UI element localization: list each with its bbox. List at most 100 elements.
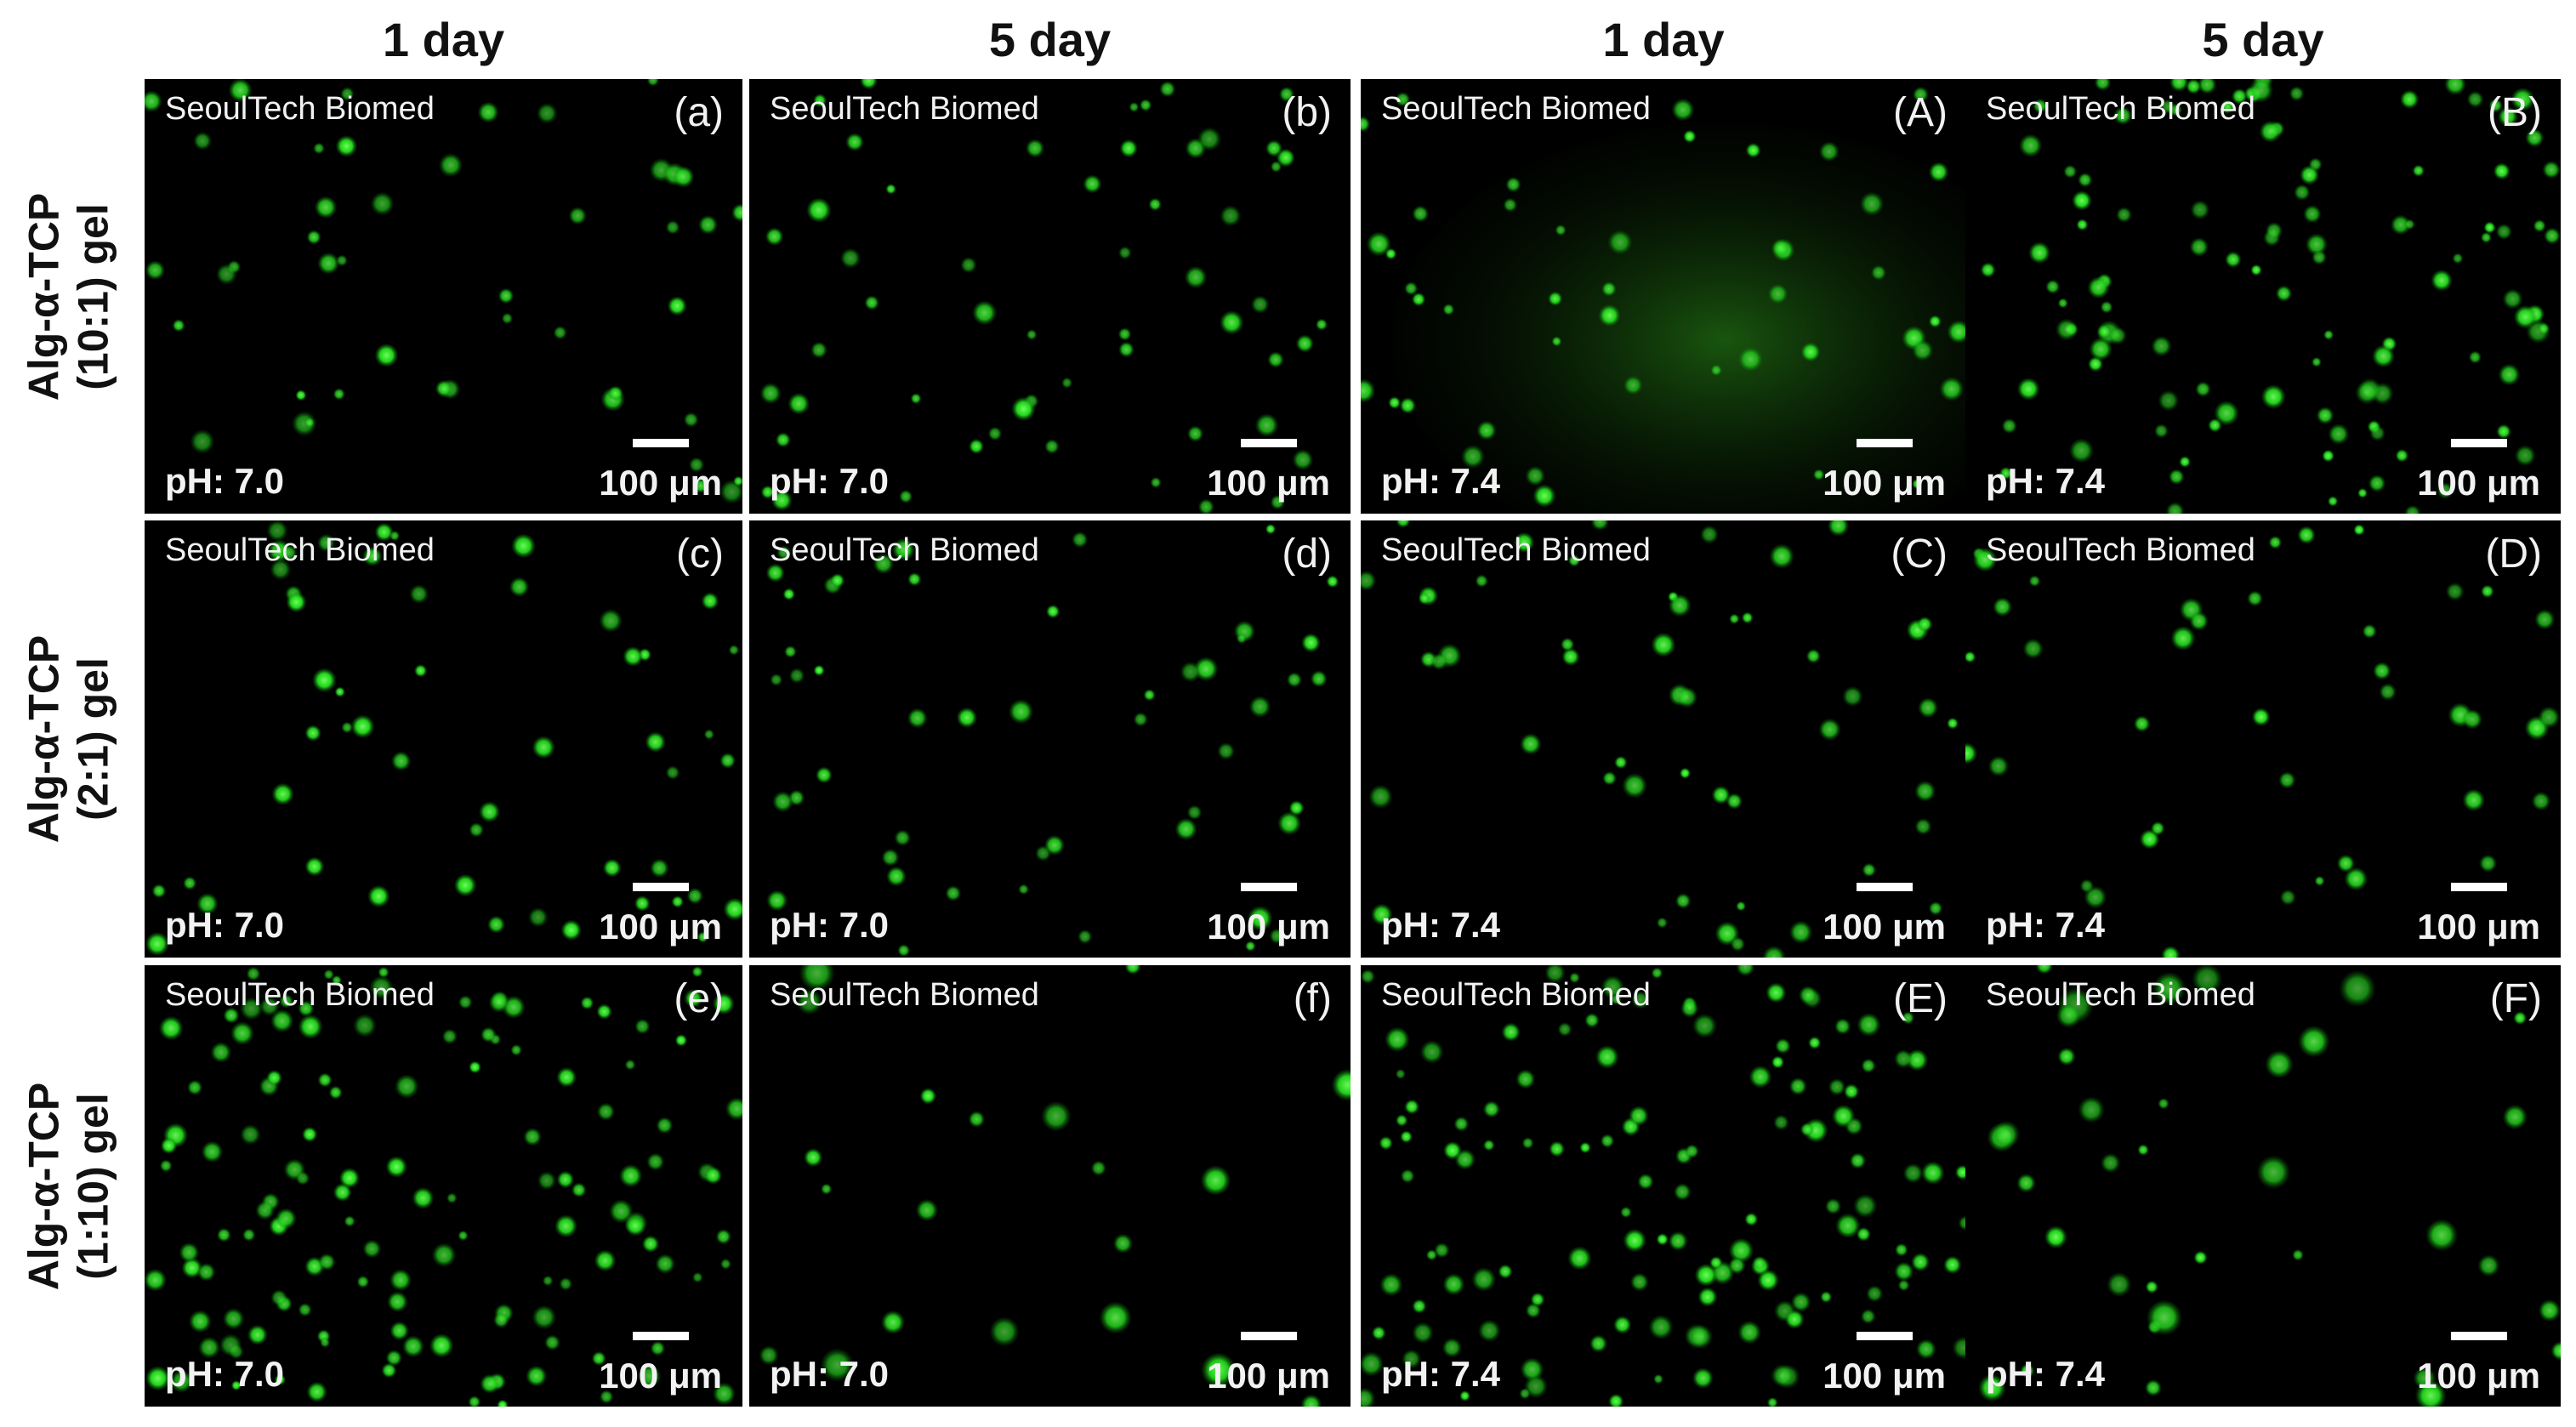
cell <box>1569 972 1580 984</box>
cell <box>2412 164 2425 177</box>
cell <box>1498 1264 1513 1279</box>
row-label-text: Alg-α-TCP (2:1) gel <box>19 635 117 844</box>
row-name: Alg-α-TCP <box>20 1082 67 1290</box>
cell <box>179 1242 200 1263</box>
cell <box>2022 638 2044 659</box>
cell <box>1620 1206 1632 1219</box>
cell <box>1766 982 1787 1003</box>
cell <box>2478 854 2498 873</box>
cell <box>306 1381 327 1402</box>
cell <box>1544 965 1566 984</box>
cell <box>845 133 864 151</box>
cell <box>1590 520 1610 531</box>
cell <box>2191 965 2223 995</box>
cell <box>719 752 736 769</box>
cell <box>362 546 383 566</box>
cell <box>556 1170 575 1189</box>
cell <box>453 873 477 897</box>
cell <box>145 260 166 281</box>
cell <box>554 1214 578 1238</box>
row-label: Alg-α-TCP (1:10) gel <box>0 965 136 1407</box>
cell <box>1270 494 1286 510</box>
cell <box>1680 999 1699 1018</box>
cell <box>1679 767 1691 779</box>
cell <box>210 1042 232 1063</box>
cell <box>374 522 394 542</box>
cell <box>1072 531 1089 549</box>
cell <box>1184 265 1208 289</box>
cell <box>1614 755 1628 770</box>
cell <box>580 996 594 1010</box>
cell <box>1676 686 1698 708</box>
cell <box>1412 1299 1427 1314</box>
cell <box>2355 380 2380 405</box>
cell <box>2251 708 2271 726</box>
cell <box>1519 1388 1531 1400</box>
cell <box>684 988 703 1009</box>
cell <box>2198 79 2217 94</box>
cell <box>2328 423 2350 445</box>
cell <box>1928 315 1942 328</box>
cell <box>1800 1122 1815 1137</box>
panel-label: (F) <box>2489 976 2542 1021</box>
cell <box>641 1235 660 1253</box>
cell <box>1395 1114 1408 1127</box>
cell <box>537 1171 556 1191</box>
cell <box>796 988 823 1015</box>
cell <box>431 1242 457 1268</box>
cell <box>1769 543 1794 569</box>
scale-bar: 100 μm <box>2417 883 2540 947</box>
cell <box>1043 834 1065 856</box>
cell <box>2477 1254 2500 1277</box>
cell <box>2483 221 2496 234</box>
cell <box>2314 875 2325 886</box>
cell <box>468 1396 481 1407</box>
cell <box>1692 1013 1717 1038</box>
cell <box>2153 424 2169 439</box>
cell <box>2344 867 2368 891</box>
cell <box>813 664 825 676</box>
cell <box>1843 1083 1860 1100</box>
cell <box>2357 487 2368 498</box>
scale-bar: 100 μm <box>599 883 722 947</box>
cell <box>1668 1231 1688 1251</box>
cell <box>1150 476 1162 488</box>
cell <box>172 319 185 333</box>
cell <box>1749 1065 1772 1089</box>
cell <box>1762 945 1786 958</box>
cell <box>1600 1134 1615 1148</box>
cell <box>1741 611 1754 624</box>
cell <box>230 1380 242 1391</box>
cell <box>2444 79 2466 95</box>
cell <box>1589 1334 1607 1353</box>
cell <box>356 1275 370 1288</box>
cell <box>594 1249 617 1272</box>
cell <box>1201 1352 1237 1388</box>
cell <box>228 79 253 103</box>
cell <box>1958 1215 1966 1231</box>
cell <box>1219 310 1244 335</box>
cell <box>839 247 862 269</box>
cell <box>295 1171 310 1185</box>
cell <box>2195 381 2211 397</box>
cell <box>1637 1173 1654 1191</box>
cell <box>1513 532 1535 554</box>
cell <box>945 885 962 901</box>
cell <box>1099 1301 1132 1334</box>
cell <box>2531 791 2551 811</box>
watermark: SeoulTech Biomed <box>1986 532 2255 568</box>
cell <box>1915 1339 1936 1360</box>
cell <box>1952 1336 1966 1360</box>
cell <box>480 1026 497 1043</box>
cell <box>1737 1320 1761 1345</box>
cell <box>1143 689 1156 702</box>
cell <box>1567 554 1581 567</box>
cell <box>2395 448 2409 463</box>
cell <box>1180 661 1201 683</box>
cell <box>1699 525 1719 544</box>
cell <box>772 791 793 813</box>
watermark: SeoulTech Biomed <box>1986 977 2255 1013</box>
cell <box>1965 651 1976 663</box>
cell <box>1784 1309 1805 1329</box>
watermark: SeoulTech Biomed <box>1986 91 2255 127</box>
